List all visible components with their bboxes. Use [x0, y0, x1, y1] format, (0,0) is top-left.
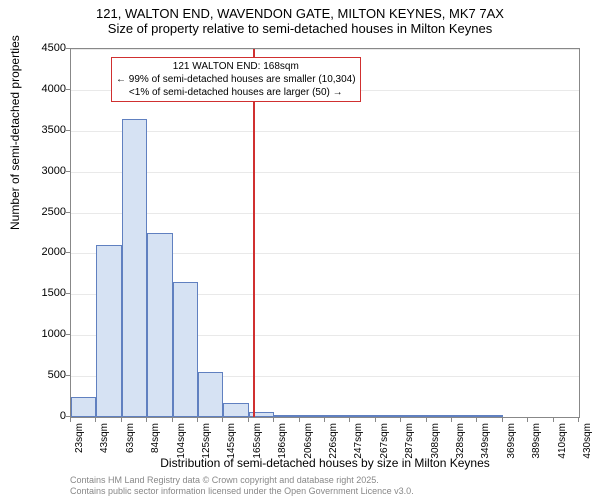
histogram-bar [376, 415, 401, 417]
annotation-box: 121 WALTON END: 168sqm ← 99% of semi-det… [111, 57, 361, 102]
histogram-bar [477, 415, 502, 417]
histogram-bar [274, 415, 299, 417]
x-tick-label: 247sqm [353, 423, 364, 459]
histogram-bar [427, 415, 452, 417]
y-tick-label: 3000 [42, 165, 66, 177]
x-tick-label: 84sqm [150, 423, 161, 453]
x-tick-label: 186sqm [277, 423, 288, 459]
title-line-2: Size of property relative to semi-detach… [0, 21, 600, 40]
x-tick-label: 369sqm [506, 423, 517, 459]
y-axis-label: Number of semi-detached properties [8, 35, 22, 230]
marker-line [253, 49, 255, 417]
histogram-bar [198, 372, 223, 417]
histogram-bar [71, 397, 96, 417]
x-tick-label: 63sqm [125, 423, 136, 453]
y-tick-label: 3500 [42, 124, 66, 136]
x-tick-label: 165sqm [252, 423, 263, 459]
plot-area: 121 WALTON END: 168sqm ← 99% of semi-det… [70, 48, 580, 418]
x-tick-label: 104sqm [176, 423, 187, 459]
y-tick-label: 2000 [42, 246, 66, 258]
histogram-bar [452, 415, 477, 417]
x-tick-label: 308sqm [430, 423, 441, 459]
histogram-bar [147, 233, 172, 417]
annotation-line-1: 121 WALTON END: 168sqm [116, 60, 356, 73]
histogram-bar [173, 282, 198, 417]
x-tick-label: 125sqm [201, 423, 212, 459]
x-tick-label: 206sqm [303, 423, 314, 459]
footer-attribution: Contains HM Land Registry data © Crown c… [70, 475, 414, 497]
footer-line-2: Contains public sector information licen… [70, 486, 414, 497]
y-tick-label: 4500 [42, 42, 66, 54]
x-tick-label: 389sqm [531, 423, 542, 459]
histogram-bar [325, 415, 350, 417]
histogram-bar [122, 119, 147, 417]
title-line-1: 121, WALTON END, WAVENDON GATE, MILTON K… [0, 0, 600, 21]
y-tick-label: 500 [48, 369, 66, 381]
x-tick-label: 226sqm [328, 423, 339, 459]
histogram-bar [300, 415, 325, 417]
x-axis-label: Distribution of semi-detached houses by … [70, 456, 580, 470]
x-tick-label: 349sqm [480, 423, 491, 459]
x-tick-label: 410sqm [557, 423, 568, 459]
histogram-bar [350, 415, 375, 417]
x-tick-label: 287sqm [404, 423, 415, 459]
histogram-bar [401, 415, 426, 417]
y-tick-label: 1000 [42, 328, 66, 340]
footer-line-1: Contains HM Land Registry data © Crown c… [70, 475, 414, 486]
x-tick-label: 43sqm [99, 423, 110, 453]
x-tick-label: 430sqm [582, 423, 593, 459]
x-tick-label: 328sqm [455, 423, 466, 459]
histogram-bar [223, 403, 248, 417]
histogram-bar [96, 245, 121, 417]
y-tick-label: 4000 [42, 83, 66, 95]
y-tick-label: 1500 [42, 287, 66, 299]
x-tick-label: 23sqm [74, 423, 85, 453]
annotation-line-2: ← 99% of semi-detached houses are smalle… [116, 73, 356, 86]
x-tick-label: 267sqm [379, 423, 390, 459]
chart-container: 121, WALTON END, WAVENDON GATE, MILTON K… [0, 0, 600, 500]
x-tick-label: 145sqm [226, 423, 237, 459]
y-tick-label: 2500 [42, 206, 66, 218]
annotation-line-3: <1% of semi-detached houses are larger (… [116, 86, 356, 99]
